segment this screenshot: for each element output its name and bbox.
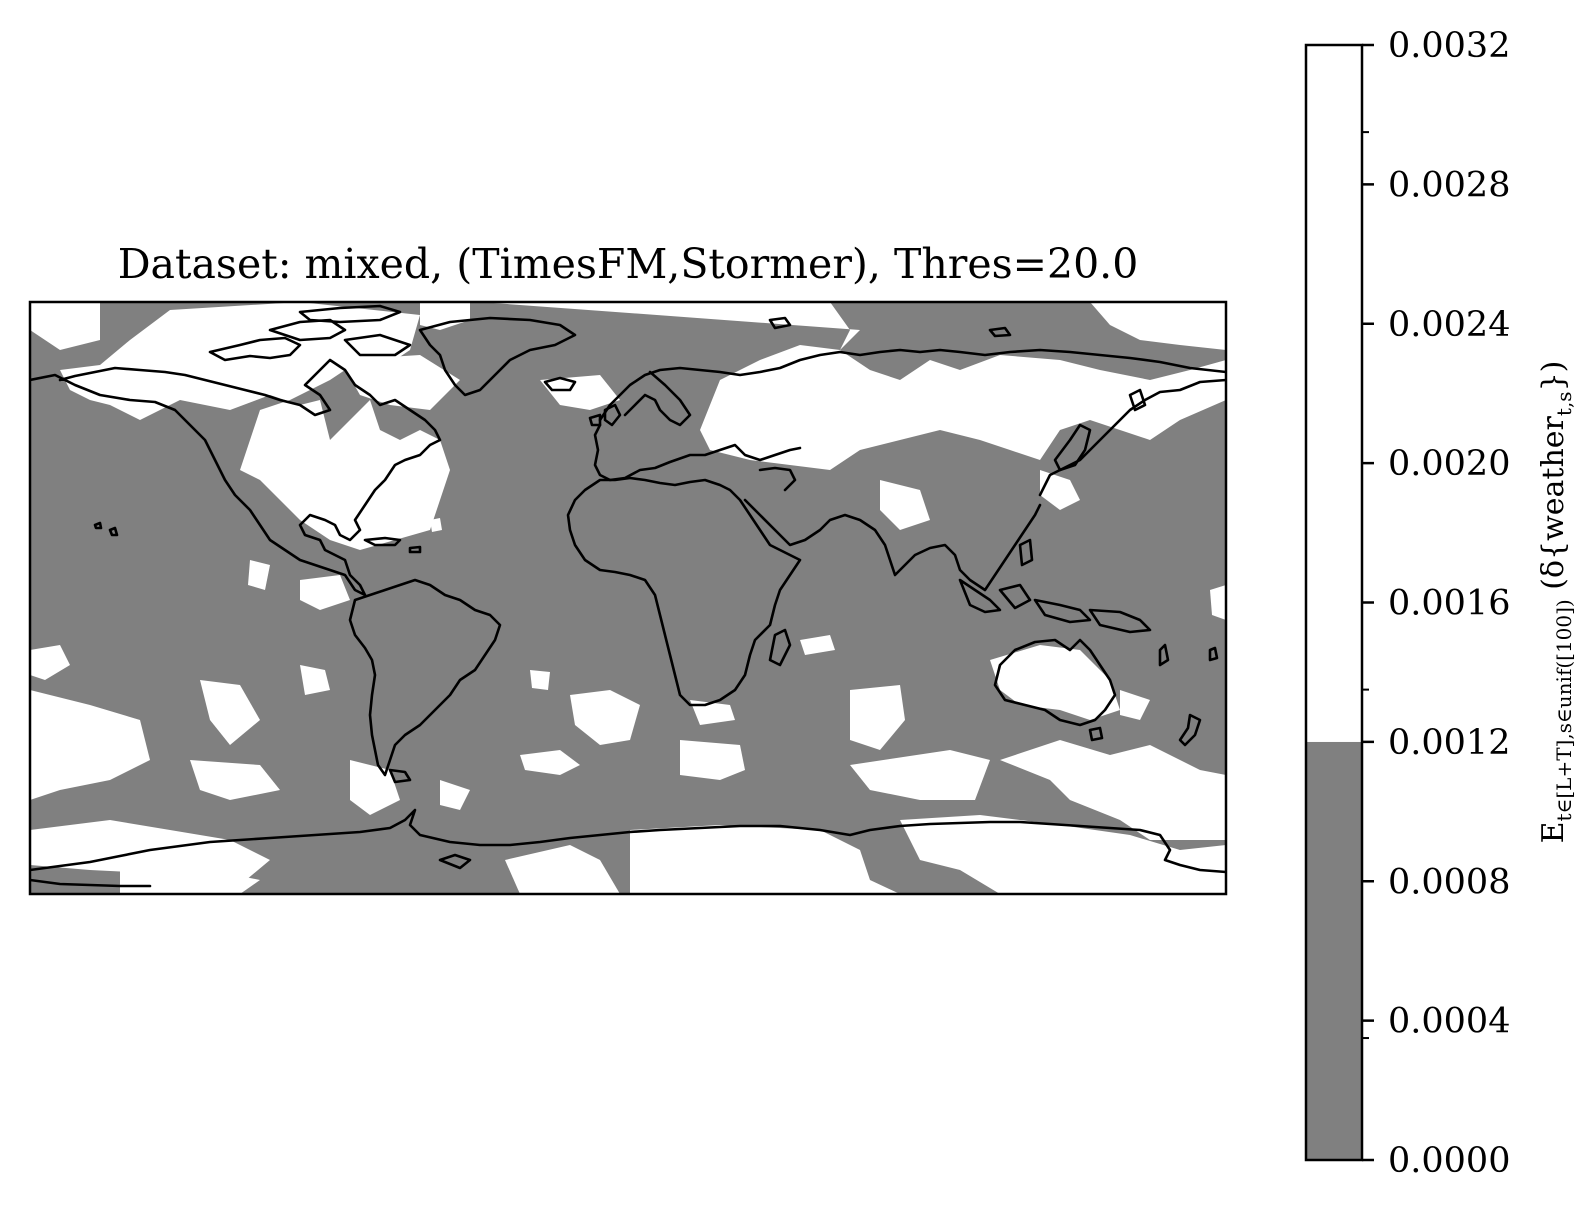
map-panel: [28, 300, 1228, 896]
colorbar-low-band: [1306, 741, 1362, 1160]
colorbar-tick-label: 0.0008: [1388, 862, 1510, 902]
colorbar-label-rest: (δ{weather: [1536, 415, 1571, 599]
colorbar-high-band: [1306, 45, 1362, 742]
colorbar-label-main: E: [1536, 821, 1571, 843]
colorbar-tick-label: 0.0024: [1388, 305, 1510, 345]
colorbar-tick-label: 0.0016: [1388, 584, 1510, 624]
colorbar-tick-label: 0.0032: [1388, 26, 1510, 66]
colorbar-label: Et∈[L+T],s∈unif([100]) (δ{weathert,s}): [1536, 361, 1576, 844]
coastlines: [30, 304, 1226, 888]
colorbar-tick-label: 0.0012: [1388, 723, 1510, 763]
map-title: Dataset: mixed, (TimesFM,Stormer), Thres…: [118, 240, 1139, 288]
colorbar-ticks: 0.0000 0.0004 0.0008 0.0012 0.0016 0.0020 0.00…: [1362, 26, 1510, 1181]
map-frame: [28, 300, 1228, 896]
colorbar-tick-label: 0.0028: [1388, 165, 1510, 205]
colorbar-tick-label: 0.0000: [1388, 1141, 1510, 1181]
colorbar-tick-label: 0.0004: [1388, 1002, 1510, 1042]
colorbar-label-sub: t∈[L+T],s∈unif([100]): [1552, 599, 1576, 821]
colorbar-label-end: }): [1536, 361, 1571, 392]
colorbar: 0.0000 0.0004 0.0008 0.0012 0.0016 0.0020 0.00…: [1304, 26, 1576, 1181]
svg-text:Et∈[L+T],s∈unif([100]) (δ{weat: Et∈[L+T],s∈unif([100]) (δ{weathert,s}): [1536, 361, 1576, 844]
colorbar-tick-label: 0.0020: [1388, 444, 1510, 484]
colorbar-label-rest-sub: t,s: [1552, 391, 1576, 416]
